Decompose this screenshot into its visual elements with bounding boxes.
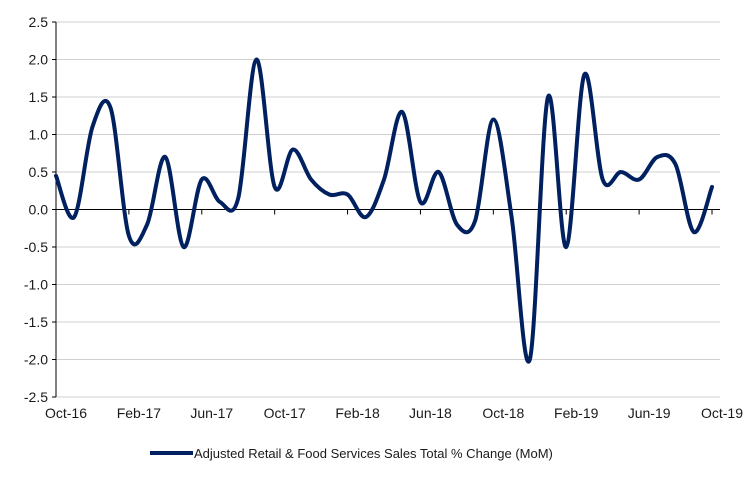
x-tick-label: Oct-18 bbox=[482, 405, 524, 421]
x-tick-label: Oct-16 bbox=[45, 405, 87, 421]
y-tick-label: 1.0 bbox=[29, 127, 49, 143]
y-tick-label: 0.0 bbox=[29, 202, 49, 218]
y-tick-label: -2.0 bbox=[24, 352, 48, 368]
x-tick-label: Feb-17 bbox=[117, 405, 162, 421]
x-tick-label: Jun-19 bbox=[628, 405, 671, 421]
x-tick-label: Feb-18 bbox=[335, 405, 380, 421]
y-tick-label: -1.0 bbox=[24, 277, 48, 293]
y-tick-label: -2.5 bbox=[24, 389, 48, 405]
y-axis-ticks: 2.5 2.0 1.5 1.0 0.5 0.0 -0.5 -1.0 -1.5 -2.0 -2.5 bbox=[24, 14, 56, 405]
x-tick-label: Oct-17 bbox=[264, 405, 306, 421]
legend-label: Adjusted Retail & Food Services Sales To… bbox=[194, 446, 553, 461]
y-tick-label: 2.0 bbox=[29, 52, 49, 68]
y-tick-label: 1.5 bbox=[29, 89, 49, 105]
x-axis-ticks: Oct-16 Feb-17 Jun-17 Oct-17 Feb-18 Jun-18 Oct-… bbox=[45, 209, 743, 421]
legend: Adjusted Retail & Food Services Sales To… bbox=[150, 446, 553, 461]
series-line bbox=[54, 57, 714, 364]
x-tick-label: Jun-18 bbox=[409, 405, 452, 421]
y-tick-label: 0.5 bbox=[29, 164, 49, 180]
x-tick-label: Oct-19 bbox=[701, 405, 743, 421]
x-tick-label: Feb-19 bbox=[554, 405, 599, 421]
y-tick-label: 2.5 bbox=[29, 14, 49, 30]
y-tick-label: -1.5 bbox=[24, 314, 48, 330]
x-tick-label: Jun-17 bbox=[190, 405, 233, 421]
y-tick-label: -0.5 bbox=[24, 239, 48, 255]
